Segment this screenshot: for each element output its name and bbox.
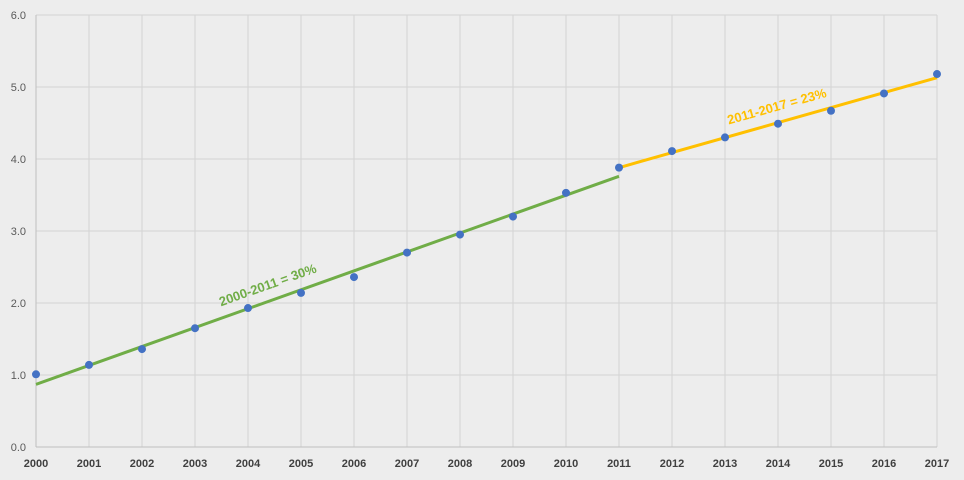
data-point — [509, 212, 517, 221]
data-points — [32, 70, 941, 379]
data-point — [827, 106, 835, 115]
data-point — [403, 248, 411, 257]
data-point — [297, 288, 305, 297]
data-point — [721, 133, 729, 142]
x-tick-label: 2000 — [24, 458, 48, 470]
data-point — [85, 360, 93, 369]
x-tick-label: 2004 — [236, 458, 261, 470]
annotations: 2000-2011 = 30%2011-2017 = 23% — [217, 85, 828, 309]
data-point — [138, 345, 146, 354]
x-tick-label: 2007 — [395, 458, 419, 470]
x-tick-label: 2012 — [660, 458, 684, 470]
data-point — [244, 304, 252, 313]
data-point — [32, 370, 40, 379]
y-tick-label: 5.0 — [11, 82, 26, 94]
x-tick-label: 2015 — [819, 458, 843, 470]
trendline — [35, 174, 620, 386]
data-point — [880, 89, 888, 98]
data-point — [456, 230, 464, 239]
x-tick-label: 2002 — [130, 458, 154, 470]
data-point — [191, 324, 199, 333]
x-tick-label: 2010 — [554, 458, 578, 470]
y-tick-label: 2.0 — [11, 298, 26, 310]
x-tick-label: 2017 — [925, 458, 949, 470]
data-point — [933, 70, 941, 79]
x-tick-label: 2005 — [289, 458, 313, 470]
data-point — [350, 273, 358, 282]
x-tick-label: 2016 — [872, 458, 896, 470]
y-tick-label: 3.0 — [11, 226, 26, 238]
data-point — [562, 188, 570, 197]
x-tick-label: 2013 — [713, 458, 737, 470]
data-point — [615, 163, 623, 172]
x-tick-label: 2008 — [448, 458, 472, 470]
x-tick-label: 2006 — [342, 458, 366, 470]
y-tick-label: 6.0 — [11, 10, 26, 22]
data-point — [668, 147, 676, 156]
y-tick-label: 4.0 — [11, 154, 26, 166]
x-tick-label: 2001 — [77, 458, 101, 470]
x-tick-label: 2003 — [183, 458, 207, 470]
data-point — [774, 119, 782, 128]
grid — [35, 14, 938, 448]
y-tick-label: 1.0 — [11, 370, 26, 382]
x-tick-label: 2011 — [607, 458, 631, 470]
x-tick-label: 2009 — [501, 458, 525, 470]
tick-labels: 0.0 1.0 2.0 3.0 4.0 5.0 6.0 2000 2001 2002 2003 200… — [11, 10, 950, 470]
x-tick-label: 2014 — [766, 458, 791, 470]
y-tick-label: 0.0 — [11, 442, 26, 454]
